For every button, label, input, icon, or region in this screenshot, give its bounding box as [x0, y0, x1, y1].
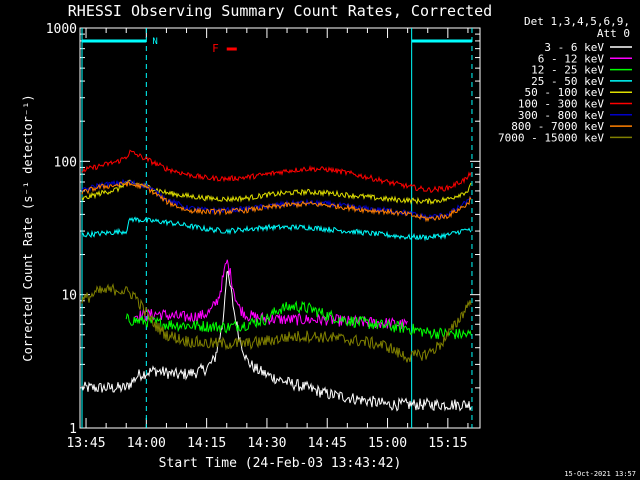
legend-label: 100 - 300 keV — [518, 98, 604, 111]
x-tick-label: 14:30 — [247, 436, 286, 451]
chart-title: RHESSI Observing Summary Count Rates, Co… — [68, 2, 492, 20]
plot-area: 1 10 100 1000 13:45 14:00 14:15 14:30 14:45 15:00… — [46, 22, 481, 451]
legend-label: 50 - 100 keV — [525, 86, 605, 99]
series-line — [81, 180, 472, 223]
legend-label: 12 - 25 keV — [531, 64, 604, 77]
legend-label: 300 - 800 keV — [518, 109, 604, 122]
legend-label: 7000 - 15000 keV — [498, 131, 604, 144]
footer-date: 15-Oct-2021 13:57 — [564, 470, 636, 478]
legend-header: Att 0 — [597, 27, 630, 40]
x-tick-label: 14:45 — [308, 436, 347, 451]
series-line — [81, 179, 472, 205]
flare-flag-label: F — [212, 42, 219, 55]
legend-label: 25 - 50 keV — [531, 75, 604, 88]
legend-label: 6 - 12 keV — [538, 52, 605, 65]
y-tick-label: 1 — [69, 422, 77, 437]
series-line — [81, 149, 472, 194]
series-line — [81, 283, 472, 363]
series-line — [81, 178, 472, 221]
legend-label: 3 - 6 keV — [544, 41, 604, 54]
x-tick-label: 15:15 — [428, 436, 467, 451]
y-axis-label-text: Corrected Count Rate (s⁻¹ detector⁻¹) — [21, 94, 35, 361]
legend-label: 800 - 7000 keV — [511, 120, 604, 133]
x-tick-label: 14:15 — [187, 436, 226, 451]
y-tick-label: 1000 — [46, 22, 77, 37]
x-axis-label: Start Time (24-Feb-03 13:43:42) — [159, 456, 402, 471]
series-line — [81, 216, 472, 242]
x-tick-label: 13:45 — [66, 436, 105, 451]
legend-header: Det 1,3,4,5,6,9, — [524, 15, 630, 28]
series-line — [133, 259, 408, 329]
x-tick-label: 15:00 — [368, 436, 407, 451]
y-axis-label: Corrected Count Rate (s⁻¹ detector⁻¹) — [21, 94, 35, 361]
y-tick-label: 100 — [54, 155, 77, 170]
plot-frame — [79, 27, 481, 429]
y-tick-label: 10 — [61, 289, 77, 304]
x-tick-label: 14:00 — [127, 436, 166, 451]
series-line — [81, 270, 472, 412]
night-label: N — [152, 37, 157, 47]
series-line — [125, 300, 472, 340]
